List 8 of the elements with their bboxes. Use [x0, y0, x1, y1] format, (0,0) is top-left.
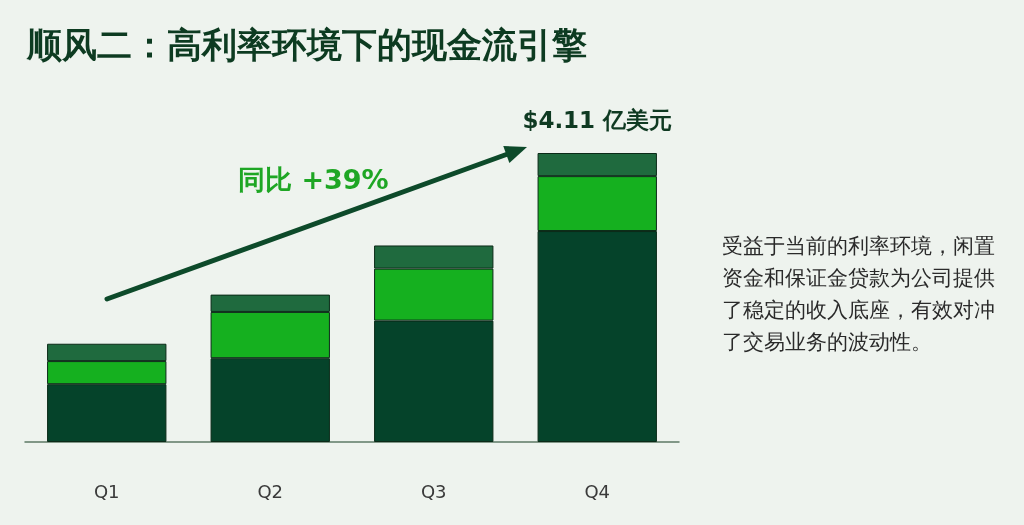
annotation: 同比 +39% — [238, 164, 389, 195]
annotation: $4.11 亿美元 — [522, 106, 673, 133]
x-tick-label: Q4 — [584, 480, 611, 502]
x-tick-label: Q2 — [257, 480, 284, 502]
chart-title: 顺风二：高利率环境下的现金流引擎 — [26, 24, 587, 65]
x-tick-label: Q3 — [420, 480, 447, 502]
x-tick-label: Q1 — [93, 480, 120, 502]
text: 受益于当前的利率环境，闲置资金和保证金贷款为公司提供了稳定的收入底座，有效对冲了交易业务的波动性。 — [722, 233, 996, 356]
